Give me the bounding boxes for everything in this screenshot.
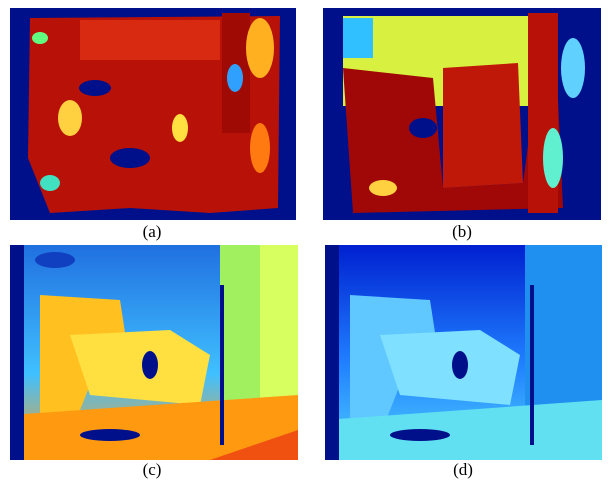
panel-label: (d) <box>433 460 493 480</box>
panel-label: (b) <box>432 222 492 242</box>
depth-map-a <box>10 8 296 220</box>
depth-map-b <box>323 8 601 220</box>
panel-label: (a) <box>122 222 182 242</box>
panel-label: (c) <box>122 460 182 480</box>
depth-map-d <box>325 245 602 460</box>
figure: (a) (b) (c) <box>0 0 610 482</box>
depth-map-c <box>10 245 298 460</box>
